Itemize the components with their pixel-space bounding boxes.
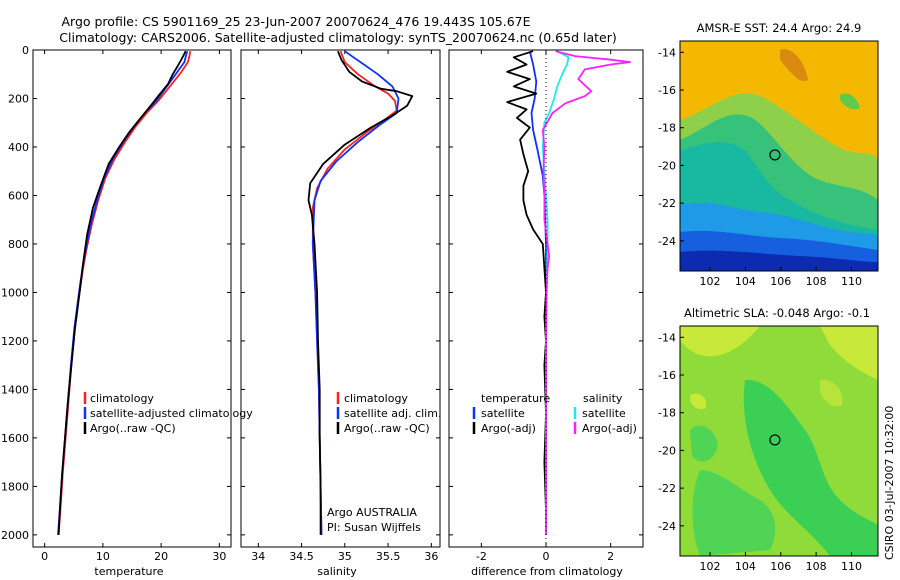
y-tick-label: 1400 <box>1 383 29 396</box>
legend-label-sal-argo: Argo(-adj) <box>582 422 637 435</box>
legend-label-satellite: satellite adj. clim. <box>344 407 441 420</box>
sst-argo-location-marker <box>769 149 781 161</box>
legend-title-salinity: salinity <box>583 392 623 405</box>
y-tick-label: 200 <box>8 92 29 105</box>
map-y-tick-label: -20 <box>658 159 676 172</box>
legend-label-temp-satellite: satellite <box>481 407 525 420</box>
x-tick-label: 30 <box>212 550 226 563</box>
sst-map-field <box>680 41 878 271</box>
sla-map-frame <box>679 325 879 557</box>
x-tick-label: -2 <box>476 550 487 563</box>
map-y-tick-label: -22 <box>658 197 676 210</box>
x-tick-label: 34.5 <box>289 550 314 563</box>
map-x-tick-label: 104 <box>735 275 756 288</box>
map-y-tick-label: -22 <box>658 482 676 495</box>
y-tick-label: 600 <box>8 189 29 202</box>
map-y-tick-label: -16 <box>658 369 676 382</box>
x-tick-label: 20 <box>154 550 168 563</box>
x-tick-label: 35.5 <box>376 550 401 563</box>
map-x-tick-label: 110 <box>841 560 862 573</box>
y-tick-label: 400 <box>8 141 29 154</box>
map-x-tick-label: 110 <box>841 275 862 288</box>
map-x-tick-label: 102 <box>700 560 721 573</box>
salinity-xlabel: salinity <box>317 565 357 578</box>
sla-argo-location-marker <box>769 434 781 446</box>
legend-label-satellite: satellite-adjusted climatology <box>90 407 253 420</box>
x-tick-label: 10 <box>96 550 110 563</box>
map-y-tick-label: -20 <box>658 444 676 457</box>
salinity_panel-series <box>307 50 414 535</box>
x-tick-label: 0 <box>41 550 48 563</box>
sla-map-title: Altimetric SLA: -0.048 Argo: -0.1 <box>684 306 870 320</box>
axis-ticks: 0 10 20 30020040060080010001200140016001800… <box>1 44 643 563</box>
y-tick-label: 1800 <box>1 480 29 493</box>
legend-label-climatology: climatology <box>344 392 408 405</box>
x-tick-label: 36 <box>424 550 438 563</box>
sla-map-field <box>680 326 878 556</box>
y-tick-label: 1600 <box>1 432 29 445</box>
y-tick-label: 2000 <box>1 529 29 542</box>
series-line-argo-raw-qc- <box>307 50 414 535</box>
map-x-tick-label: 108 <box>806 560 827 573</box>
figure-title-line1: Argo profile: CS 5901169_25 23-Jun-2007 … <box>61 14 530 29</box>
legend-label-temp-argo: Argo(-adj) <box>481 422 536 435</box>
figure-title-line2: Climatology: CARS2006. Satellite-adjuste… <box>59 30 616 45</box>
series-line-salinity-argo-adj- <box>541 50 631 535</box>
salinity-legend: climatology satellite adj. clim. Argo(..… <box>336 392 441 435</box>
map-y-tick-label: -18 <box>658 122 676 135</box>
sst-map-frame <box>679 40 879 272</box>
difference-xlabel: difference from climatology <box>471 565 623 578</box>
difference-legend: temperature satellite Argo(-adj) salinit… <box>472 392 637 435</box>
credit-line1: Argo AUSTRALIA <box>327 506 417 519</box>
map-y-tick-label: -24 <box>658 235 676 248</box>
y-tick-label: 800 <box>8 238 29 251</box>
temperature-xlabel: temperature <box>94 565 163 578</box>
legend-label-argo: Argo(..raw -QC) <box>90 422 176 435</box>
map-y-tick-label: -18 <box>658 407 676 420</box>
series-line-argo-raw-qc- <box>57 50 187 535</box>
legend-label-argo: Argo(..raw -QC) <box>344 422 430 435</box>
map-axis-ticks: 102 104 106 108 110 -14 -16 -18 -20 -22 -24 102 104 1… <box>658 46 862 573</box>
legend-label-sal-satellite: satellite <box>582 407 626 420</box>
legend-label-climatology: climatology <box>90 392 154 405</box>
temperature-legend: climatology satellite-adjusted climatolo… <box>83 392 253 435</box>
difference_panel-series <box>506 50 631 535</box>
credit-line2: PI: Susan Wijffels <box>327 521 421 534</box>
x-tick-label: 34 <box>251 550 265 563</box>
map-y-tick-label: -24 <box>658 520 676 533</box>
map-y-tick-label: -14 <box>658 46 676 59</box>
map-x-tick-label: 106 <box>770 275 791 288</box>
map-x-tick-label: 104 <box>735 560 756 573</box>
map-y-tick-label: -14 <box>658 331 676 344</box>
profile-lines <box>57 50 631 535</box>
y-tick-label: 1200 <box>1 335 29 348</box>
map-x-tick-label: 106 <box>770 560 791 573</box>
sst-map-title: AMSR-E SST: 24.4 Argo: 24.9 <box>697 21 862 35</box>
x-tick-label: 35 <box>338 550 352 563</box>
map-x-tick-label: 108 <box>806 275 827 288</box>
temperature_panel-series <box>57 50 192 535</box>
footer-timestamp: CSIRO 03-Jul-2007 10:32:00 <box>883 406 896 560</box>
x-tick-label: 2 <box>607 550 614 563</box>
map-x-tick-label: 102 <box>700 275 721 288</box>
x-tick-label: 0 <box>543 550 550 563</box>
legend-title-temperature: temperature <box>481 392 550 405</box>
y-tick-label: 0 <box>22 44 29 57</box>
salinity-axes <box>240 49 441 548</box>
map-y-tick-label: -16 <box>658 84 676 97</box>
y-tick-label: 1000 <box>1 286 29 299</box>
